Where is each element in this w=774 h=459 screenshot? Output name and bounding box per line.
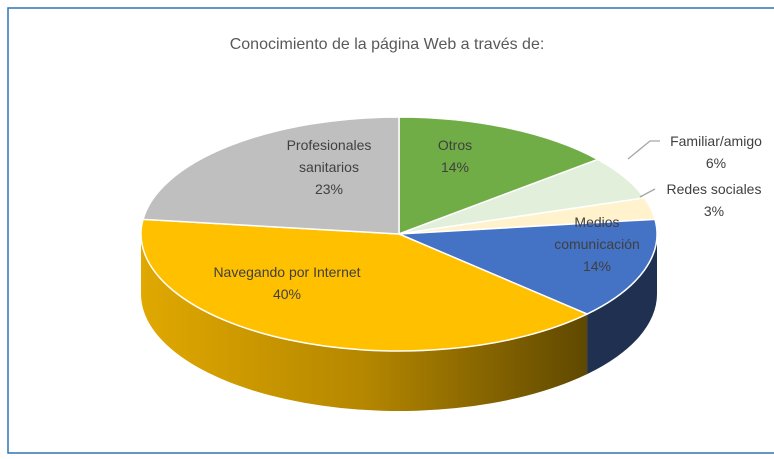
data-label: Otros 14% [425, 134, 485, 178]
slice [140, 218, 589, 352]
chart-title: Conocimiento de la página Web a través d… [229, 36, 545, 53]
category-label: Profesionales sanitarios [286, 137, 372, 175]
value-label: 23% [314, 181, 344, 197]
slice-side [141, 234, 588, 412]
leader-line [639, 188, 656, 198]
data-label: Familiar/amigo 6% [656, 130, 774, 174]
leader-line [627, 140, 660, 160]
data-label: Profesionales sanitarios 23% [269, 134, 389, 200]
data-label: Medios comunicación 14% [542, 211, 652, 277]
category-label: Navegando por Internet [213, 264, 361, 280]
category-label: Otros [437, 137, 473, 153]
slice [398, 116, 600, 236]
value-label: 14% [582, 258, 612, 274]
value-label: 3% [703, 203, 725, 219]
data-label: Redes sociales 3% [654, 178, 774, 222]
value-label: 14% [440, 159, 470, 175]
category-label: Redes sociales [666, 181, 762, 197]
value-label: 6% [705, 155, 727, 171]
slice-side [587, 234, 657, 375]
category-label: Familiar/amigo [670, 133, 762, 149]
data-label: Navegando por Internet 40% [212, 261, 362, 305]
slice [142, 116, 400, 235]
slice [398, 218, 658, 315]
category-label: Medios comunicación [554, 214, 640, 252]
value-label: 40% [272, 286, 302, 302]
